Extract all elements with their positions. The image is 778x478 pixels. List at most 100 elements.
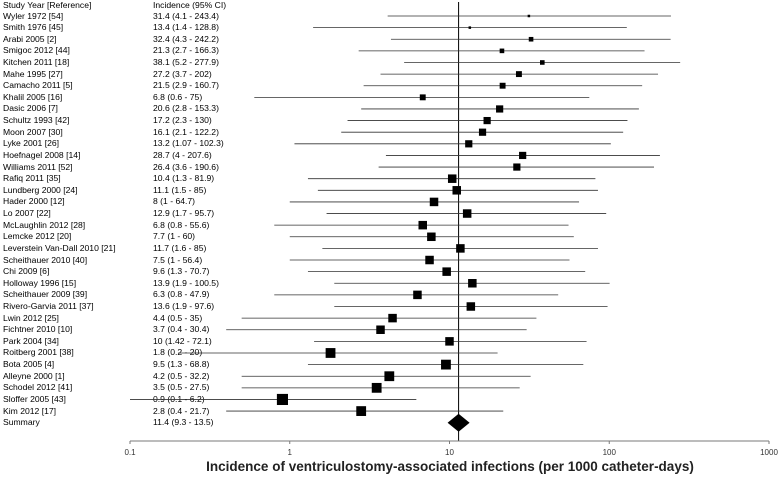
study-ci-text: 13.2 (1.07 - 102.3) xyxy=(153,138,224,149)
study-ci-text: 11.7 (1.6 - 85) xyxy=(153,242,207,253)
study-point xyxy=(513,163,521,171)
study-point xyxy=(456,244,465,253)
study-label: Moon 2007 [30] xyxy=(3,126,63,137)
study-label: Wyler 1972 [54] xyxy=(3,10,64,21)
study-point xyxy=(496,105,504,113)
study-point xyxy=(429,197,439,207)
x-tick-label: 100 xyxy=(603,448,617,457)
study-point xyxy=(465,140,473,148)
study-label: Khalil 2005 [16] xyxy=(3,91,63,102)
study-ci-text: 7.5 (1 - 56.4) xyxy=(153,254,203,265)
study-ci-text: 28.7 (4 - 207.6) xyxy=(153,149,212,160)
study-point xyxy=(419,94,426,101)
study-point xyxy=(499,82,506,89)
study-ci-text: 13.4 (1.4 - 128.8) xyxy=(153,22,219,33)
study-label: Sloffer 2005 [43] xyxy=(3,393,66,404)
study-point xyxy=(519,151,527,160)
study-label: Williams 2011 [52] xyxy=(3,161,73,172)
study-label: Lwin 2012 [25] xyxy=(3,312,59,323)
study-ci-text: 0.9 (0.1 - 6.2) xyxy=(153,393,205,404)
study-ci-text: 3.5 (0.5 - 27.5) xyxy=(153,382,210,393)
study-label: Leverstein Van-Dall 2010 [21] xyxy=(3,242,116,253)
study-point xyxy=(483,116,491,125)
study-ci-text: 9.6 (1.3 - 70.7) xyxy=(153,266,210,277)
study-point xyxy=(540,60,545,65)
study-point xyxy=(413,290,422,300)
study-ci-text: 4.2 (0.5 - 32.2) xyxy=(153,370,210,381)
study-point xyxy=(442,267,451,276)
study-point xyxy=(418,220,427,230)
study-point xyxy=(427,232,436,242)
study-ci-text: 8 (1 - 64.7) xyxy=(153,196,196,207)
study-point xyxy=(425,255,434,265)
study-ci-text: 31.4 (4.1 - 243.4) xyxy=(153,10,219,21)
study-point xyxy=(499,48,505,54)
summary-label: Summary xyxy=(3,417,40,428)
study-ci-text: 27.2 (3.7 - 202) xyxy=(153,68,212,79)
study-label: Smigoc 2012 [44] xyxy=(3,45,70,56)
study-ci-text: 10.4 (1.3 - 81.9) xyxy=(153,173,215,184)
study-label: Hader 2000 [12] xyxy=(3,196,65,207)
study-label: McLaughlin 2012 [28] xyxy=(3,219,86,230)
study-point xyxy=(371,382,382,393)
study-point xyxy=(276,393,288,406)
study-point xyxy=(527,14,531,18)
study-ci-text: 7.7 (1 - 60) xyxy=(153,231,196,242)
study-ci-text: 6.8 (0.8 - 55.6) xyxy=(153,219,210,230)
study-label: Schodel 2012 [41] xyxy=(3,382,73,393)
study-label: Camacho 2011 [5] xyxy=(3,80,73,91)
study-point xyxy=(466,302,476,311)
summary-ci-text: 11.4 (9.3 - 13.5) xyxy=(153,417,214,428)
study-label: Alleyne 2000 [1] xyxy=(3,370,65,381)
study-point xyxy=(452,186,461,195)
study-ci-text: 17.2 (2.3 - 130) xyxy=(153,115,212,126)
study-point xyxy=(384,371,395,382)
study-label: Lo 2007 [22] xyxy=(3,208,51,219)
study-label: Fichtner 2010 [10] xyxy=(3,324,73,335)
study-ci-text: 6.8 (0.6 - 75) xyxy=(153,91,203,102)
study-ci-text: 6.3 (0.8 - 47.9) xyxy=(153,289,210,300)
x-tick-label: 1 xyxy=(288,448,293,457)
study-rows: Wyler 1972 [54] 31.4 (4.1 - 243.4) Smith 1… xyxy=(0,0,300,460)
study-ci-text: 10 (1.42 - 72.1) xyxy=(153,335,212,346)
study-point xyxy=(528,36,534,42)
study-point xyxy=(462,209,472,218)
study-label: Mahe 1995 [27] xyxy=(3,68,63,79)
study-point xyxy=(468,279,477,288)
header-incidence: Incidence (95% CI) xyxy=(153,0,227,10)
study-ci-text: 1.8 (0.2 - 20) xyxy=(153,347,203,358)
x-tick-label: 10 xyxy=(445,448,454,457)
study-point xyxy=(515,71,522,78)
study-label: Lyke 2001 [26] xyxy=(3,138,60,149)
study-ci-text: 4.4 (0.5 - 35) xyxy=(153,312,203,323)
summary-diamond xyxy=(447,413,470,432)
study-label: Chi 2009 [6] xyxy=(3,266,50,277)
study-label: Schultz 1993 [42] xyxy=(3,115,70,126)
study-label: Scheithauer 2010 [40] xyxy=(3,254,88,265)
study-label: Smith 1976 [45] xyxy=(3,22,64,33)
study-ci-text: 12.9 (1.7 - 95.7) xyxy=(153,208,215,219)
x-tick-label: 1000 xyxy=(760,448,778,457)
study-point xyxy=(388,313,397,323)
study-ci-text: 13.9 (1.9 - 100.5) xyxy=(153,277,219,288)
study-label: Lemcke 2012 [20] xyxy=(3,231,72,242)
study-point xyxy=(445,337,454,346)
study-ci-text: 2.8 (0.4 - 21.7) xyxy=(153,405,210,416)
study-ci-text: 32.4 (4.3 - 242.2) xyxy=(153,33,219,44)
study-label: Kitchen 2011 [18] xyxy=(3,56,70,67)
study-label: Scheithauer 2009 [39] xyxy=(3,289,88,300)
study-label: Lundberg 2000 [24] xyxy=(3,184,78,195)
study-label: Dasic 2006 [7] xyxy=(3,103,58,114)
study-label: Bota 2005 [4] xyxy=(3,359,55,370)
study-label: Roitberg 2001 [38] xyxy=(3,347,74,358)
study-label: Rafiq 2011 [35] xyxy=(3,173,61,184)
study-label: Park 2004 [34] xyxy=(3,335,59,346)
study-point xyxy=(447,174,457,183)
study-point xyxy=(325,348,336,358)
study-point xyxy=(468,26,472,29)
study-point xyxy=(376,325,385,334)
study-ci-text: 21.5 (2.9 - 160.7) xyxy=(153,80,219,91)
study-ci-text: 9.5 (1.3 - 68.8) xyxy=(153,359,210,370)
study-ci-text: 21.3 (2.7 - 166.3) xyxy=(153,45,219,56)
